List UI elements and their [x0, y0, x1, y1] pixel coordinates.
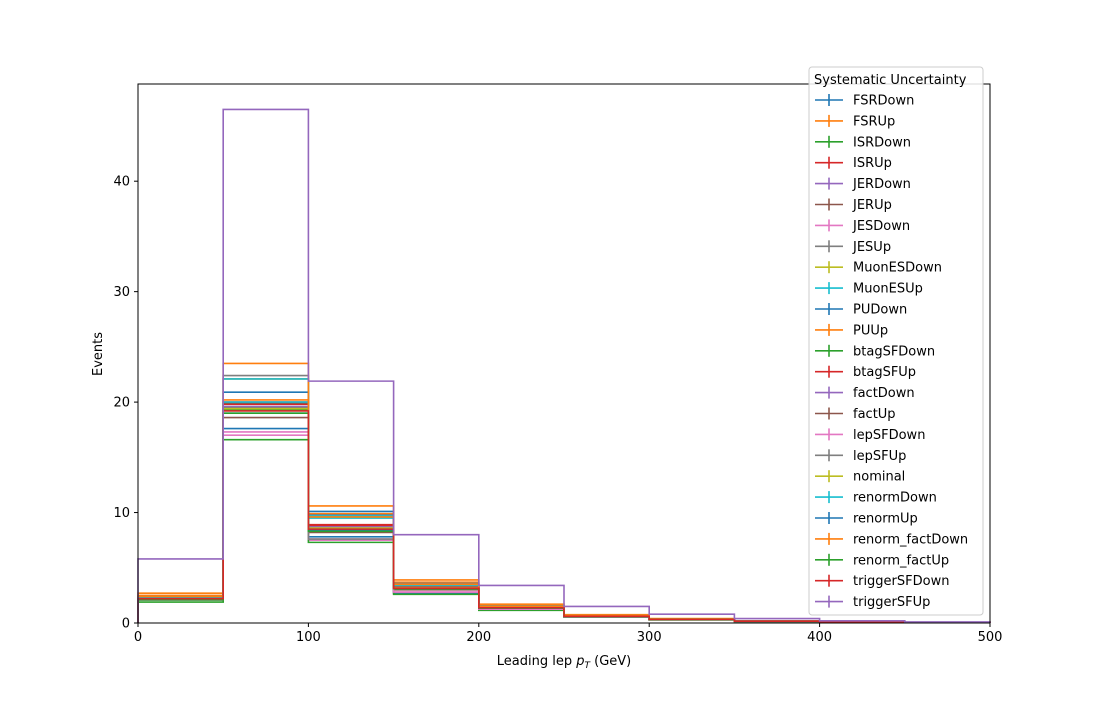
y-tick-label: 10	[113, 506, 130, 521]
legend-item: renormUp	[815, 512, 918, 527]
legend-item: btagSFUp	[815, 365, 916, 380]
legend-label: MuonESDown	[853, 261, 942, 276]
legend-item: lepSFDown	[815, 428, 925, 443]
legend-item: renormDown	[815, 491, 937, 506]
legend-item: JESDown	[815, 219, 910, 234]
y-tick-label: 40	[113, 175, 130, 190]
plot-frame	[137, 83, 991, 624]
x-axis-label: Leading lep pT (GeV)	[497, 654, 631, 671]
legend-item: triggerSFDown	[815, 574, 949, 589]
legend-label: FSRUp	[853, 114, 895, 129]
legend-item: btagSFDown	[815, 344, 935, 359]
legend-item: ISRUp	[815, 156, 892, 171]
x-tick-label: 100	[296, 630, 321, 645]
x-axis-label-subscript: T	[584, 661, 591, 671]
histogram-series-layer	[137, 108, 991, 624]
legend-label: renormDown	[853, 491, 937, 506]
legend-label: renorm_factUp	[853, 553, 949, 568]
legend-label: JERUp	[852, 198, 892, 213]
x-tick-label: 200	[466, 630, 491, 645]
legend-label: btagSFUp	[853, 365, 916, 380]
x-tick-label: 500	[978, 630, 1003, 645]
legend-label: ISRUp	[853, 156, 892, 171]
histogram-step-triggerSFUp	[137, 108, 991, 623]
x-axis-label-unit: (GeV)	[590, 654, 631, 669]
legend-label: PUDown	[853, 303, 907, 318]
legend-items: FSRDown FSRUp ISRDown ISRUp JERDown JERUp JESD…	[815, 94, 968, 610]
legend-item: nominal	[815, 470, 905, 485]
legend-label: JESUp	[852, 240, 891, 255]
x-tick-label: 400	[807, 630, 832, 645]
x-axis-label-main: Leading lep	[497, 654, 576, 669]
legend-item: PUUp	[815, 323, 888, 338]
legend-item: lepSFUp	[815, 449, 906, 464]
y-tick-label: 0	[122, 617, 130, 632]
legend-item: factDown	[815, 386, 915, 401]
y-tick-label: 20	[113, 396, 130, 411]
legend-item: ISRDown	[815, 135, 911, 150]
x-axis-label-symbol: p	[575, 654, 584, 669]
legend-label: factDown	[853, 386, 915, 401]
legend-item: PUDown	[815, 303, 907, 318]
y-tick-label: 30	[113, 285, 130, 300]
legend-label: lepSFDown	[853, 428, 925, 443]
legend-item: MuonESUp	[815, 282, 923, 297]
legend-label: renormUp	[853, 512, 918, 527]
legend: Systematic Uncertainty FSRDown FSRUp ISRDo…	[808, 66, 984, 616]
legend-frame	[808, 66, 984, 616]
legend-item: renorm_factDown	[815, 532, 968, 547]
legend-item: factUp	[815, 407, 896, 422]
legend-label: PUUp	[853, 323, 888, 338]
legend-item: FSRUp	[815, 114, 895, 129]
series-triggerSFUp	[137, 108, 991, 623]
legend-label: nominal	[853, 470, 905, 485]
histogram-step-triggerSFDown	[137, 410, 991, 624]
legend-item: MuonESDown	[815, 261, 942, 276]
legend-label: lepSFUp	[853, 449, 906, 464]
legend-title: Systematic Uncertainty	[814, 73, 967, 88]
legend-label: JESDown	[852, 219, 910, 234]
x-tick-label: 0	[134, 630, 142, 645]
legend-item: JESUp	[815, 240, 891, 255]
legend-label: JERDown	[852, 177, 911, 192]
legend-label: FSRDown	[853, 94, 914, 109]
legend-item: triggerSFUp	[815, 595, 930, 610]
axes-layer: 0 100 200 300 400 500 0 10 20 30 40	[113, 175, 1002, 645]
series-triggerSFDown	[137, 410, 991, 624]
legend-label: renorm_factDown	[853, 532, 968, 547]
legend-label: factUp	[853, 407, 896, 422]
legend-label: MuonESUp	[853, 282, 923, 297]
legend-label: triggerSFDown	[853, 574, 949, 589]
legend-item: JERDown	[815, 177, 911, 192]
legend-item: FSRDown	[815, 94, 914, 109]
legend-label: btagSFDown	[853, 344, 935, 359]
legend-label: triggerSFUp	[853, 595, 930, 610]
legend-label: ISRDown	[853, 135, 911, 150]
legend-item: JERUp	[815, 198, 892, 213]
x-tick-label: 300	[637, 630, 662, 645]
legend-item: renorm_factUp	[815, 553, 949, 568]
y-axis-label: Events	[91, 332, 106, 376]
